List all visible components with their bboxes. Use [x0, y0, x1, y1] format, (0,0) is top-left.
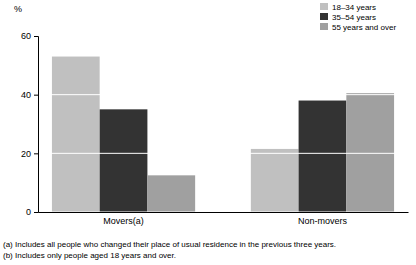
- tick-label: 60: [21, 31, 31, 41]
- grid-line: [38, 94, 408, 95]
- legend-label: 18–34 years: [332, 3, 376, 12]
- bar: [147, 175, 195, 212]
- tick-label: 0: [26, 207, 31, 217]
- tick-label: 20: [21, 149, 31, 159]
- tick: 0: [26, 207, 38, 217]
- tick: 20: [21, 149, 38, 159]
- bar: [100, 109, 148, 212]
- tick-label: Movers(a): [103, 216, 144, 226]
- bar: [346, 93, 394, 212]
- legend-label: 35–54 years: [332, 13, 376, 22]
- x-axis: Movers(a) Non-movers: [39, 212, 409, 226]
- footnote: (b) Includes only people aged 18 years a…: [3, 251, 176, 260]
- tick: Non-movers: [298, 212, 348, 226]
- tick: 40: [21, 90, 38, 100]
- legend-swatch: [320, 3, 328, 10]
- axis-title: %: [14, 4, 22, 14]
- legend-swatch: [320, 23, 328, 30]
- series: [52, 57, 299, 212]
- bar: [251, 149, 299, 212]
- legend-label: 55 years and over: [332, 23, 396, 32]
- plot-area: [38, 36, 408, 212]
- tick: 60: [21, 31, 38, 41]
- bar: [52, 57, 100, 212]
- axis-line: [39, 212, 409, 213]
- series: [147, 93, 394, 212]
- tick-mark: [34, 212, 38, 213]
- grid-line: [38, 36, 408, 37]
- tick-mark: [34, 95, 38, 96]
- bar: [299, 101, 347, 212]
- series: [100, 101, 347, 212]
- legend: 18–34 years35–54 years55 years and over: [320, 3, 396, 32]
- tick: Movers(a): [103, 212, 144, 226]
- y-axis: 0 20 40 60: [21, 31, 39, 217]
- tick-mark: [34, 36, 38, 37]
- grid-line: [38, 153, 408, 154]
- legend-swatch: [320, 13, 328, 20]
- footnote: (a) Includes all people who changed thei…: [3, 240, 336, 249]
- grid-line: [38, 212, 408, 213]
- axis-line: [34, 37, 39, 213]
- tick-label: Non-movers: [298, 216, 348, 226]
- tick-label: 40: [21, 90, 31, 100]
- chart: 0 20 40 60 Movers(a) Non-movers% 18–34 years35…: [0, 0, 416, 265]
- tick-mark: [34, 153, 38, 154]
